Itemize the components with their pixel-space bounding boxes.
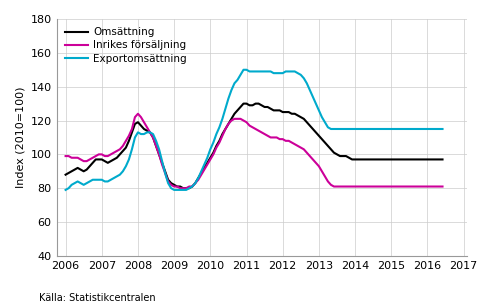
Inrikes försäljning — [63, 154, 69, 158]
Omsättning — [246, 103, 252, 107]
Legend: Omsättning, Inrikes försäljning, Exportomsättning: Omsättning, Inrikes försäljning, Exporto… — [62, 24, 190, 67]
Omsättning — [292, 112, 298, 116]
Inrikes försäljning — [87, 157, 93, 161]
Line: Omsättning: Omsättning — [66, 104, 443, 188]
Exportomsättning — [87, 180, 93, 183]
Line: Inrikes försäljning: Inrikes försäljning — [66, 114, 443, 188]
Exportomsättning — [289, 70, 295, 73]
Inrikes försäljning — [177, 186, 183, 190]
Y-axis label: Index (2010=100): Index (2010=100) — [15, 87, 25, 188]
Omsättning — [180, 186, 186, 190]
Inrikes försäljning — [319, 169, 325, 173]
Exportomsättning — [244, 68, 249, 71]
Line: Exportomsättning: Exportomsättning — [66, 70, 443, 190]
Exportomsättning — [440, 127, 446, 131]
Omsättning — [63, 173, 69, 177]
Exportomsättning — [316, 109, 322, 112]
Exportomsättning — [298, 73, 304, 77]
Omsättning — [241, 102, 246, 105]
Exportomsättning — [63, 188, 69, 192]
Inrikes försäljning — [135, 112, 141, 116]
Text: Källa: Statistikcentralen: Källa: Statistikcentralen — [39, 293, 156, 303]
Inrikes försäljning — [440, 185, 446, 188]
Inrikes försäljning — [246, 124, 252, 127]
Inrikes försäljning — [162, 171, 168, 175]
Inrikes försäljning — [292, 142, 298, 146]
Inrikes försäljning — [301, 147, 307, 151]
Omsättning — [301, 117, 307, 121]
Omsättning — [319, 137, 325, 141]
Omsättning — [87, 164, 93, 168]
Omsättning — [440, 157, 446, 161]
Omsättning — [159, 161, 165, 165]
Exportomsättning — [241, 68, 246, 71]
Exportomsättning — [159, 159, 165, 163]
